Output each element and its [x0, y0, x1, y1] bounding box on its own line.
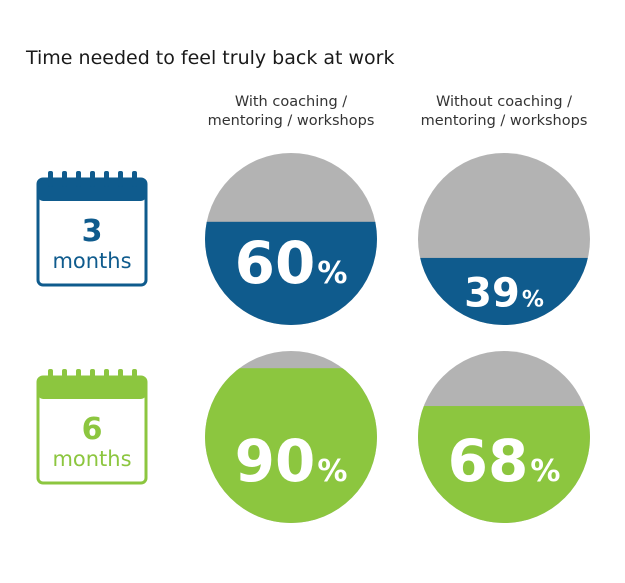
value-label: 68%: [448, 427, 561, 495]
calendar-ring: [118, 171, 123, 187]
calendar-ring: [90, 369, 95, 385]
calendar-unit: months: [52, 249, 131, 273]
calendar-number: 3: [82, 214, 103, 249]
column-header-without-line1: Without coaching /: [436, 94, 572, 110]
calendar-ring: [90, 171, 95, 187]
column-header-with-line1: With coaching /: [235, 94, 347, 110]
calendar-ring: [118, 369, 123, 385]
calendar-ring: [132, 171, 137, 187]
calendar-ring: [62, 369, 67, 385]
circle-fill: [205, 368, 377, 523]
chart-title: Time needed to feel truly back at work: [25, 47, 394, 69]
calendar-ring: [62, 171, 67, 187]
column-header-with-line2: mentoring / workshops: [208, 113, 375, 129]
calendar-ring: [104, 171, 109, 187]
value-label: 39%: [464, 270, 544, 316]
column-header-without-line2: mentoring / workshops: [421, 113, 588, 129]
calendar-ring: [104, 369, 109, 385]
value-label: 90%: [235, 427, 348, 495]
calendar-ring: [76, 171, 81, 187]
calendar-ring: [48, 369, 53, 385]
calendar-ring: [132, 369, 137, 385]
calendar-number: 6: [82, 412, 103, 447]
calendar-ring: [76, 369, 81, 385]
calendar-unit: months: [52, 447, 131, 471]
value-label: 60%: [235, 229, 348, 297]
calendar-ring: [48, 171, 53, 187]
